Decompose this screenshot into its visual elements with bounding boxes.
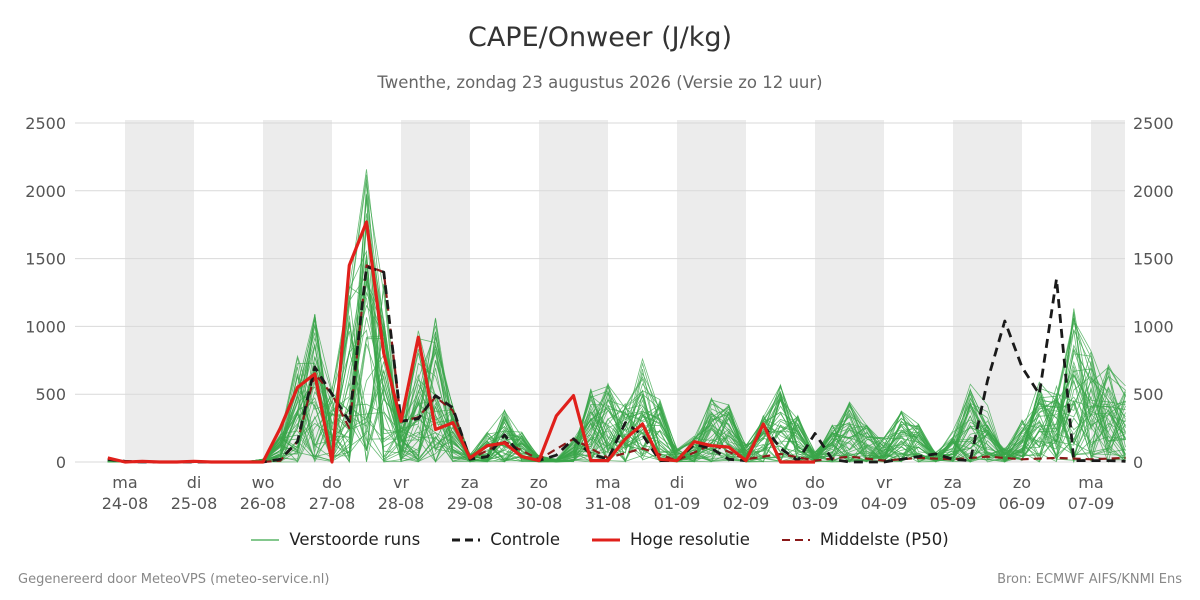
main-series [107,220,1126,464]
legend-item-control: Controle [452,530,560,549]
x-tick-date-8: 01-09 [654,494,701,513]
x-tick-day-3: do [322,473,342,492]
x-tick-date-13: 06-09 [999,494,1046,513]
perturbed-run-49 [107,324,1126,463]
x-axis: ma 24-08 di 25-08 wo 26-08 do 27-08 vr 28-08 za 29-… [102,473,1115,513]
legend-item-perturbed: Verstoorde runs [251,530,420,549]
x-tick-day-11: vr [876,473,892,492]
legend-item-high-res: Hoge resolutie [591,530,750,549]
x-tick-date-11: 04-09 [861,494,908,513]
y-tick-right-4: 2000 [1133,182,1174,201]
x-tick-date-6: 30-08 [516,494,563,513]
legend-label-control: Controle [490,530,560,549]
perturbed-run-32 [107,281,1126,463]
y-tick-right-0: 0 [1133,453,1143,472]
x-tick-day-10: do [805,473,825,492]
x-tick-day-0: ma [112,473,137,492]
x-tick-day-9: wo [735,473,758,492]
series-line-control [107,265,1126,464]
x-tick-date-7: 31-08 [585,494,632,513]
perturbed-run-41 [107,351,1126,463]
y-axis-left: 0 500 1000 1500 2000 2500 [25,114,66,472]
y-axis-right: 0 500 1000 1500 2000 2500 [1133,114,1174,472]
perturbed-run-45 [107,323,1126,463]
y-tick-left-4: 2000 [25,182,66,201]
chart-subtitle: Twenthe, zondag 23 augustus 2026 (Versie… [377,73,823,92]
x-tick-day-1: di [187,473,202,492]
y-tick-right-1: 500 [1133,385,1164,404]
x-tick-date-14: 07-09 [1068,494,1115,513]
x-tick-day-12: za [944,473,962,492]
x-tick-date-3: 27-08 [309,494,356,513]
y-tick-left-0: 0 [56,453,66,472]
y-tick-left-3: 1500 [25,250,66,269]
x-tick-date-2: 26-08 [240,494,287,513]
x-tick-day-5: za [461,473,479,492]
x-tick-date-1: 25-08 [171,494,218,513]
x-tick-date-5: 29-08 [447,494,494,513]
x-tick-date-0: 24-08 [102,494,149,513]
legend: Verstoorde runs Controle Hoge resolutie … [0,530,1200,549]
perturbed-run-48 [107,213,1126,463]
legend-label-perturbed: Verstoorde runs [289,530,421,549]
y-tick-left-1: 500 [35,385,66,404]
x-tick-day-2: wo [252,473,275,492]
y-tick-left-5: 2500 [25,114,66,133]
y-tick-left-2: 1000 [25,317,66,336]
footer-generator: Gegenereerd door MeteoVPS (meteo-service… [18,572,330,587]
x-tick-day-14: ma [1078,473,1103,492]
chart-title: CAPE/Onweer (J/kg) [467,22,732,53]
legend-item-median: Middelste (P50) [781,530,949,549]
x-tick-day-13: zo [1013,473,1031,492]
y-tick-right-5: 2500 [1133,114,1174,133]
x-tick-day-4: vr [393,473,409,492]
x-tick-date-12: 05-09 [930,494,977,513]
shaded-band-2 [401,120,470,462]
y-tick-right-2: 1000 [1133,317,1174,336]
footer-source: Bron: ECMWF AIFS/KNMI Ens [997,572,1182,587]
series-line-high-res [107,220,815,464]
y-tick-right-3: 1500 [1133,250,1174,269]
x-tick-day-7: ma [595,473,620,492]
x-tick-date-10: 03-09 [792,494,839,513]
x-tick-date-9: 02-09 [723,494,770,513]
x-tick-day-6: zo [530,473,548,492]
legend-label-median: Middelste (P50) [819,530,949,549]
x-tick-day-8: di [670,473,685,492]
legend-label-high-res: Hoge resolutie [629,530,750,549]
x-tick-date-4: 28-08 [378,494,425,513]
shaded-band-4 [677,120,746,462]
shaded-band-0 [125,120,194,462]
perturbed-run-47 [107,311,1126,463]
